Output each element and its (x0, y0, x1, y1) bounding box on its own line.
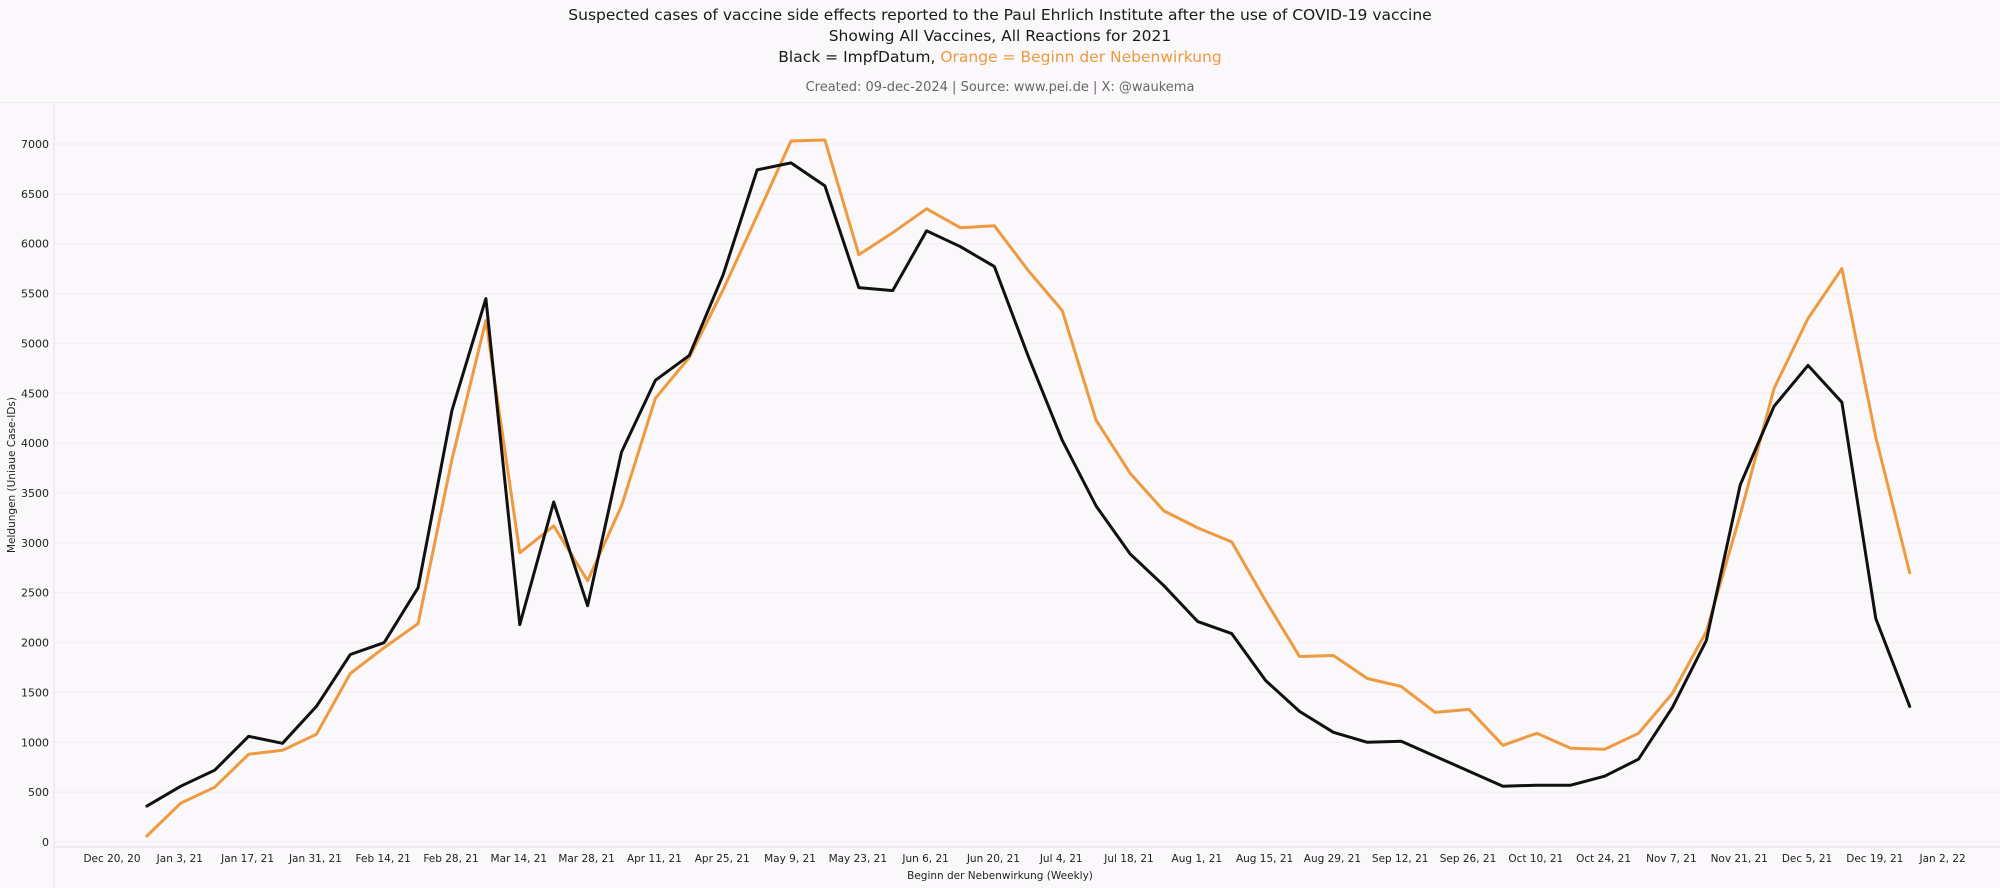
x-tick-label: Nov 21, 21 (1711, 853, 1768, 865)
y-tick-label: 3500 (21, 487, 49, 500)
legend-orange: Orange = Beginn der Nebenwirkung (940, 48, 1222, 66)
x-tick-label: Aug 29, 21 (1304, 853, 1361, 865)
y-tick-label: 5000 (21, 337, 49, 350)
y-tick-label: 7000 (21, 138, 49, 151)
x-tick-label: May 9, 21 (764, 853, 816, 865)
y-tick-label: 0 (42, 836, 49, 849)
x-tick-label: Apr 11, 21 (627, 853, 682, 865)
y-tick-label: 2500 (21, 587, 49, 600)
x-tick-label: Feb 14, 21 (356, 853, 411, 865)
x-tick-label: Jan 3, 21 (156, 853, 203, 865)
chart-meta: Created: 09-dec-2024 | Source: www.pei.d… (805, 80, 1195, 95)
x-tick-label: Jul 4, 21 (1039, 853, 1083, 865)
y-tick-label: 2000 (21, 637, 49, 650)
y-tick-label: 3000 (21, 537, 49, 550)
legend-black: Black = ImpfDatum, (778, 48, 941, 66)
x-tick-label: Jun 6, 21 (901, 853, 948, 865)
x-tick-label: Sep 26, 21 (1440, 853, 1497, 865)
x-tick-label: Jan 17, 21 (220, 853, 274, 865)
x-tick-labels: Dec 20, 20 Jan 3, 21 Jan 17, 21 Jan 31, 21 F… (83, 853, 1965, 865)
x-tick-label: Feb 28, 21 (423, 853, 478, 865)
x-tick-label: Aug 15, 21 (1236, 853, 1293, 865)
x-tick-label: Jun 20, 21 (966, 853, 1020, 865)
x-tick-label: Aug 1, 21 (1172, 853, 1223, 865)
x-tick-label: Mar 28, 21 (558, 853, 615, 865)
x-tick-label: Dec 19, 21 (1846, 853, 1903, 865)
chart-header: Suspected cases of vaccine side effects … (0, 0, 2000, 68)
x-tick-label: Dec 20, 20 (83, 853, 140, 865)
y-axis-title: Meldungen (Uniaue Case-IDs) (6, 396, 18, 554)
x-tick-label: Apr 25, 21 (695, 853, 750, 865)
y-tick-label: 4500 (21, 387, 49, 400)
y-tick-label: 6500 (21, 188, 49, 201)
y-tick-label: 1500 (21, 686, 49, 699)
x-tick-label: Dec 5, 21 (1782, 853, 1832, 865)
series-line-impfdatum (145, 161, 1912, 808)
y-tick-label: 5500 (21, 288, 49, 301)
y-tick-label: 4000 (21, 437, 49, 450)
y-tick-label: 500 (28, 786, 49, 799)
y-tick-label: 6000 (21, 238, 49, 251)
series-line-beginn-der-nebenwirkung (145, 138, 1912, 838)
grid-layer (54, 143, 2000, 843)
x-tick-label: Jul 18, 21 (1103, 853, 1153, 865)
x-tick-label: May 23, 21 (829, 853, 887, 865)
chart-subtitle: Showing All Vaccines, All Reactions for … (828, 27, 1172, 45)
x-tick-label: Jan 2, 22 (1918, 853, 1965, 865)
legend-line: Black = ImpfDatum, Orange = Beginn der N… (0, 47, 2000, 68)
series-layer (145, 138, 1912, 838)
x-tick-label: Sep 12, 21 (1372, 853, 1429, 865)
y-tick-label: 1000 (21, 736, 49, 749)
x-tick-label: Oct 10, 21 (1508, 853, 1563, 865)
x-tick-label: Mar 14, 21 (491, 853, 548, 865)
x-tick-label: Jan 31, 21 (288, 853, 342, 865)
header-divider (0, 102, 2000, 103)
chart-title: Suspected cases of vaccine side effects … (568, 6, 1432, 24)
x-tick-label: Oct 24, 21 (1576, 853, 1631, 865)
y-tick-labels: 0 500 1000 1500 2000 2500 3000 3500 4000 4500 5000… (21, 138, 49, 849)
x-tick-label: Nov 7, 21 (1646, 853, 1697, 865)
x-axis-title: Beginn der Nebenwirkung (Weekly) (907, 870, 1093, 882)
